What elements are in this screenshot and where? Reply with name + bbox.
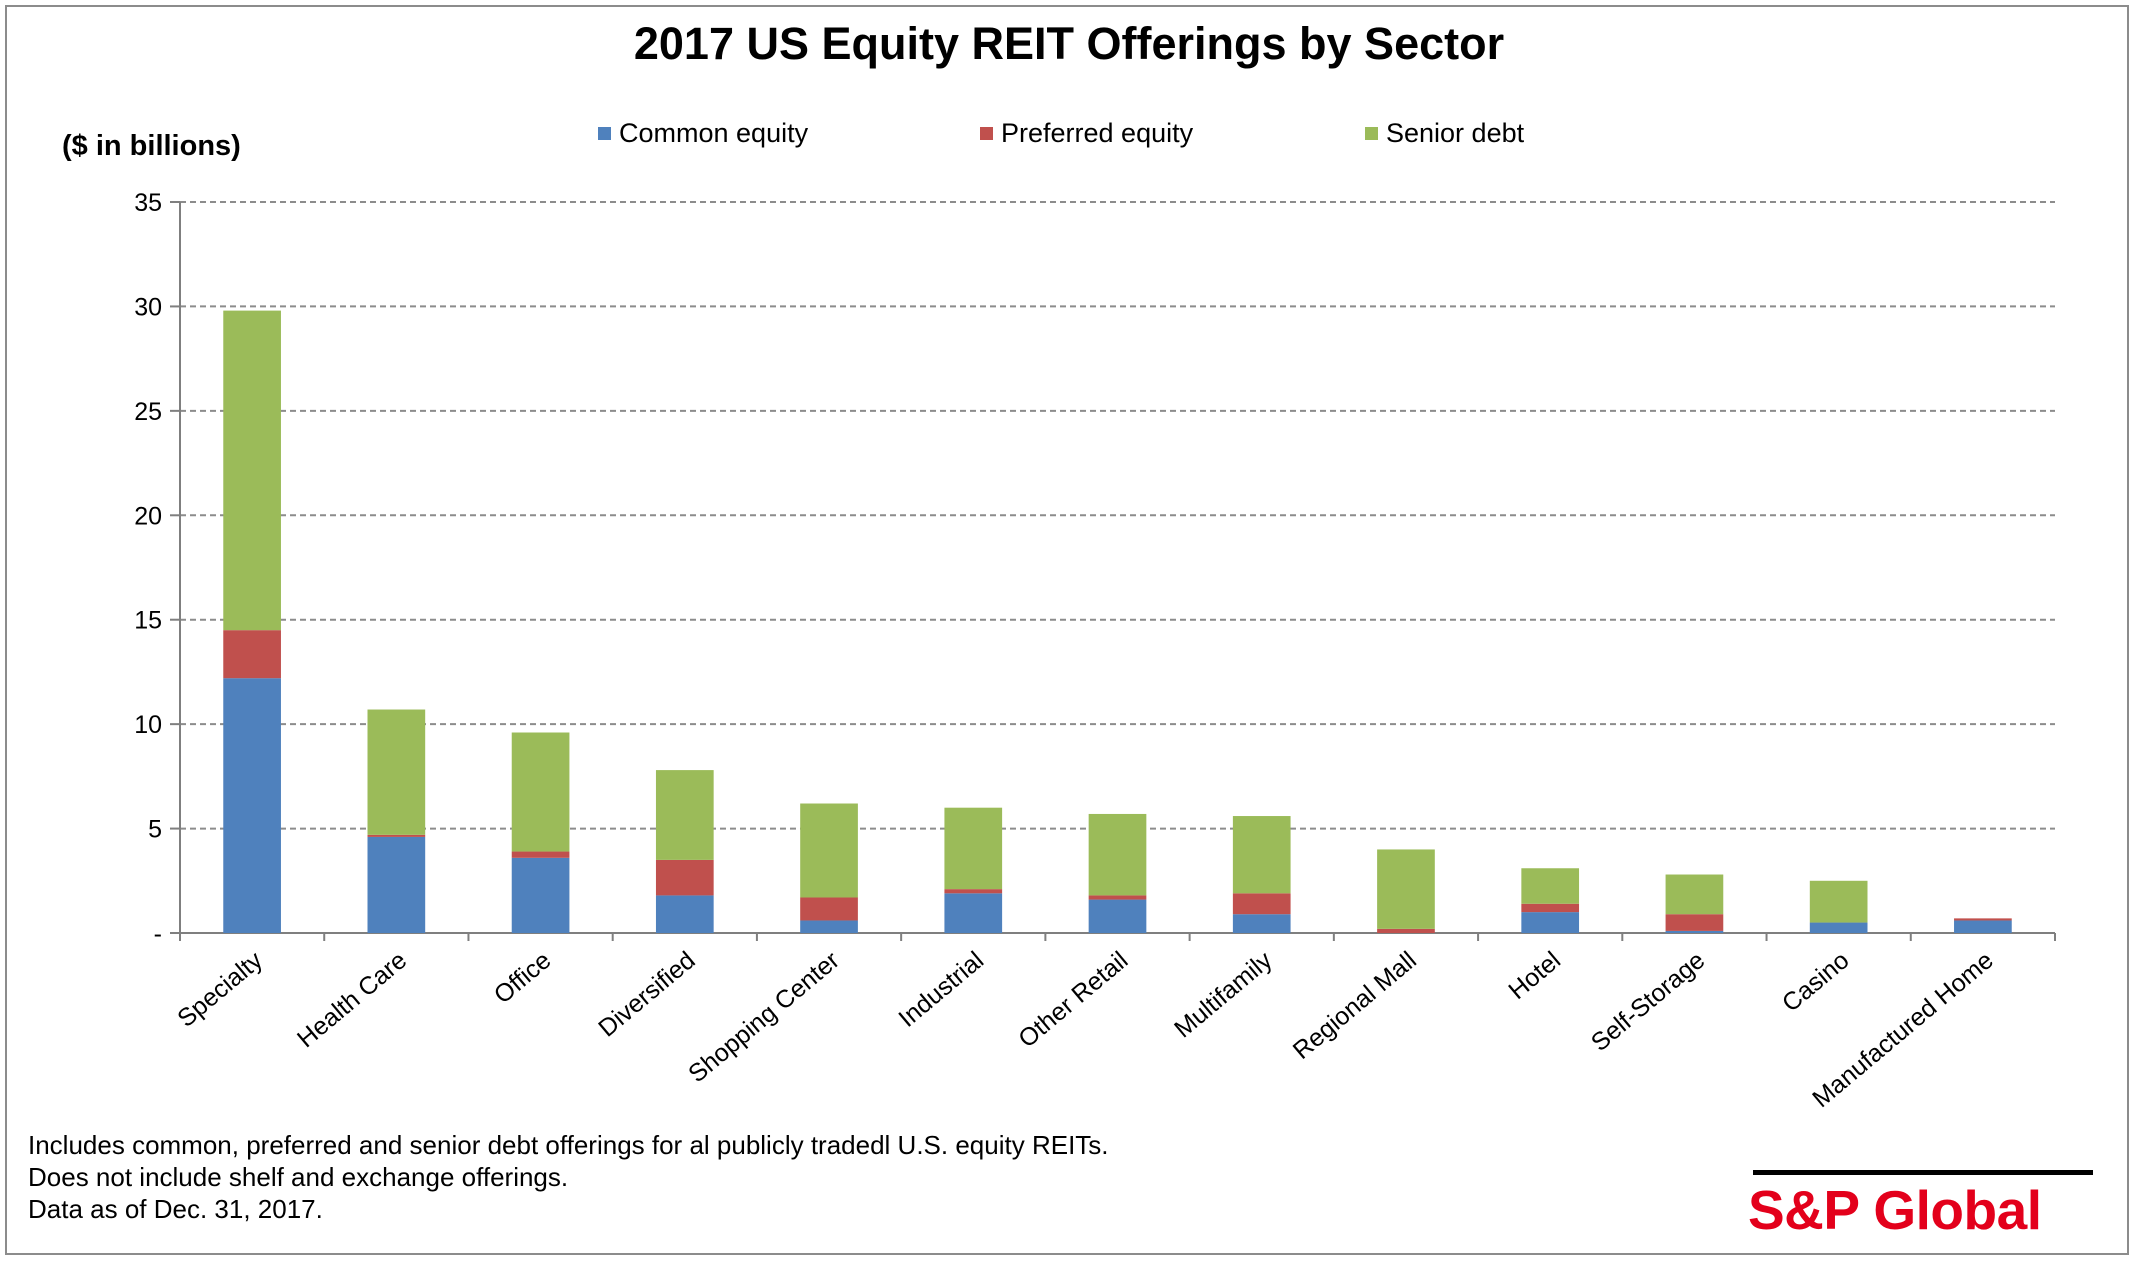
y-tick-label: 15 xyxy=(134,607,162,635)
x-tick-label: Self-Storage xyxy=(1586,946,1710,1057)
gridlines xyxy=(180,201,2055,830)
x-tick-labels: Specialty Health Care Office DiversifiedSho… xyxy=(172,946,1998,1113)
x-tick-label: Regional Mall xyxy=(1288,946,1422,1065)
bar-segment-common-equity xyxy=(1809,922,1868,933)
chart-title: 2017 US Equity REIT Offerings by Sector xyxy=(633,18,1505,69)
bar-segment-senior-debt xyxy=(511,732,570,852)
x-tick-label: Diversified xyxy=(593,946,700,1042)
y-tick-label: 30 xyxy=(134,293,162,321)
legend-label-common-equity: Common equity xyxy=(619,118,809,148)
bar-segment-preferred-equity xyxy=(1665,914,1724,931)
bar-segment-senior-debt xyxy=(1377,849,1435,929)
y-tick-label: 10 xyxy=(134,711,162,739)
legend-swatch-common-equity xyxy=(598,127,611,140)
bar-segment-senior-debt xyxy=(944,807,1003,890)
y-tick-label: 25 xyxy=(134,398,162,426)
logo-bar xyxy=(1753,1170,2093,1175)
bar-segment-preferred-equity xyxy=(1232,893,1291,915)
bar-segment-common-equity xyxy=(1521,912,1580,933)
legend-item-senior-debt: Senior debt xyxy=(1365,118,1524,149)
chart-frame xyxy=(5,5,2129,1255)
bar-segment-common-equity xyxy=(367,836,426,933)
bar-segment-senior-debt xyxy=(655,770,714,860)
legend-item-common-equity: Common equity xyxy=(598,118,808,149)
legend-label-senior-debt: Senior debt xyxy=(1386,118,1525,148)
bar-segment-senior-debt xyxy=(223,310,281,631)
bar-segment-senior-debt xyxy=(1232,816,1291,894)
y-tick-label: 35 xyxy=(134,189,162,217)
bar-segment-preferred-equity xyxy=(944,889,1003,894)
bar-segment-senior-debt xyxy=(367,709,426,835)
bar-segment-common-equity xyxy=(1954,920,2012,933)
bar-segment-senior-debt xyxy=(1665,874,1724,915)
y-tick-label: 5 xyxy=(148,816,162,844)
x-tick-label: Multifamily xyxy=(1169,946,1278,1044)
bar-segment-senior-debt xyxy=(1521,868,1580,904)
bar-segment-preferred-equity xyxy=(1954,918,2012,921)
y-tick-label: 20 xyxy=(134,502,162,530)
x-tick-label: Office xyxy=(489,946,557,1009)
bar-segment-common-equity xyxy=(1088,899,1147,933)
bar-segment-preferred-equity xyxy=(511,851,570,858)
bar-segment-preferred-equity xyxy=(800,897,858,921)
x-tick-label: Shopping Center xyxy=(683,946,845,1088)
legend-item-preferred-equity: Preferred equity xyxy=(980,118,1193,149)
bar-segment-senior-debt xyxy=(1088,813,1147,896)
footnote-3: Data as of Dec. 31, 2017. xyxy=(28,1194,323,1224)
x-tick-label: Other Retail xyxy=(1013,946,1133,1053)
bar-segment-common-equity xyxy=(223,678,281,933)
bar-segment-common-equity xyxy=(1665,930,1724,933)
x-tick-label: Hotel xyxy=(1503,946,1566,1005)
legend-swatch-preferred-equity xyxy=(980,127,993,140)
x-tick-label: Casino xyxy=(1777,946,1855,1017)
bar-segment-preferred-equity xyxy=(1088,895,1147,900)
bar-segment-senior-debt xyxy=(1809,880,1868,923)
x-tick-label: Industrial xyxy=(893,946,989,1033)
y-axis-unit-label: ($ in billions) xyxy=(62,130,241,162)
y-tick-label: - xyxy=(154,920,162,948)
bar-segment-senior-debt xyxy=(800,803,858,898)
x-tick-label: Health Care xyxy=(292,946,412,1053)
bar-segment-common-equity xyxy=(655,895,714,933)
legend-label-preferred-equity: Preferred equity xyxy=(1001,118,1194,148)
bar-segment-common-equity xyxy=(944,893,1003,933)
footnote-2: Does not include shelf and exchange offe… xyxy=(28,1162,569,1192)
y-tick-labels: - 5 10 15 20 25 30 35 xyxy=(134,189,162,948)
bar-segment-preferred-equity xyxy=(1377,928,1435,933)
bar-segment-common-equity xyxy=(1232,914,1291,933)
bar-segment-preferred-equity xyxy=(1521,903,1580,913)
bar-segment-common-equity xyxy=(511,857,570,933)
bar-segment-preferred-equity xyxy=(655,859,714,896)
sp-global-logo: S&P Global xyxy=(1748,1179,2042,1241)
bar-segment-preferred-equity xyxy=(223,630,281,679)
legend-swatch-senior-debt xyxy=(1365,127,1378,140)
footnote-1: Includes common, preferred and senior de… xyxy=(28,1130,1109,1160)
x-tick-label: Specialty xyxy=(172,946,268,1033)
bar-segment-preferred-equity xyxy=(367,834,426,837)
bar-segment-common-equity xyxy=(800,920,858,933)
bars xyxy=(223,310,2012,933)
